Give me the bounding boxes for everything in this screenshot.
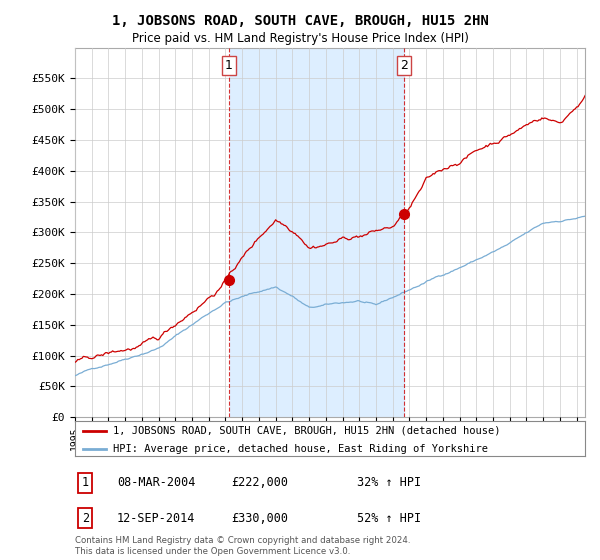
Text: 2: 2 [400, 59, 409, 72]
Text: £222,000: £222,000 [231, 476, 288, 489]
Text: 32% ↑ HPI: 32% ↑ HPI [357, 476, 421, 489]
Text: Price paid vs. HM Land Registry's House Price Index (HPI): Price paid vs. HM Land Registry's House … [131, 32, 469, 45]
Text: 1, JOBSONS ROAD, SOUTH CAVE, BROUGH, HU15 2HN (detached house): 1, JOBSONS ROAD, SOUTH CAVE, BROUGH, HU1… [113, 426, 501, 436]
Text: 08-MAR-2004: 08-MAR-2004 [117, 476, 196, 489]
Text: Contains HM Land Registry data © Crown copyright and database right 2024.
This d: Contains HM Land Registry data © Crown c… [75, 536, 410, 556]
Text: 2: 2 [82, 511, 89, 525]
Text: 1, JOBSONS ROAD, SOUTH CAVE, BROUGH, HU15 2HN: 1, JOBSONS ROAD, SOUTH CAVE, BROUGH, HU1… [112, 14, 488, 28]
Text: 52% ↑ HPI: 52% ↑ HPI [357, 511, 421, 525]
Text: £330,000: £330,000 [231, 511, 288, 525]
Text: 1: 1 [82, 476, 89, 489]
Text: 1: 1 [225, 59, 233, 72]
Text: 12-SEP-2014: 12-SEP-2014 [117, 511, 196, 525]
Text: HPI: Average price, detached house, East Riding of Yorkshire: HPI: Average price, detached house, East… [113, 444, 488, 454]
